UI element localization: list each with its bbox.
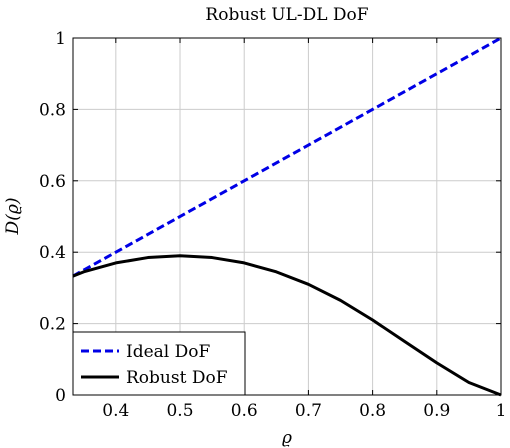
y-tick-label: 0.2 <box>39 315 66 335</box>
x-tick-label: 0.8 <box>359 401 386 421</box>
x-tick-label: 0.9 <box>423 401 450 421</box>
legend-label-robust: Robust DoF <box>126 368 228 388</box>
y-tick-label: 0 <box>55 386 66 406</box>
legend-label-ideal: Ideal DoF <box>126 342 210 362</box>
x-tick-label: 1 <box>496 401 507 421</box>
series-layer <box>72 36 502 397</box>
x-tick-label: 0.7 <box>295 401 322 421</box>
x-axis-label: ϱ <box>282 428 292 448</box>
legend: Ideal DoF Robust DoF <box>72 331 246 396</box>
x-tick-label: 0.5 <box>166 401 193 421</box>
y-tick-label: 0.4 <box>39 243 66 263</box>
legend-box <box>72 331 246 396</box>
x-tick-label: 0.4 <box>102 401 129 421</box>
chart-title: Robust UL-DL DoF <box>205 5 368 25</box>
y-tick-label: 0.6 <box>39 172 66 192</box>
series-line-ideal <box>72 36 502 278</box>
x-tick-label: 0.6 <box>231 401 258 421</box>
y-ticks: 0 0.2 0.4 0.6 0.8 1 <box>39 29 501 406</box>
y-tick-label: 1 <box>55 29 66 49</box>
y-tick-label: 0.8 <box>39 100 66 120</box>
y-axis-label: D(ϱ) <box>3 198 23 236</box>
plot-frame <box>72 37 502 396</box>
x-ticks: 0.4 0.5 0.6 0.7 0.8 0.9 1 <box>102 38 506 421</box>
series-line-robust <box>72 254 502 397</box>
